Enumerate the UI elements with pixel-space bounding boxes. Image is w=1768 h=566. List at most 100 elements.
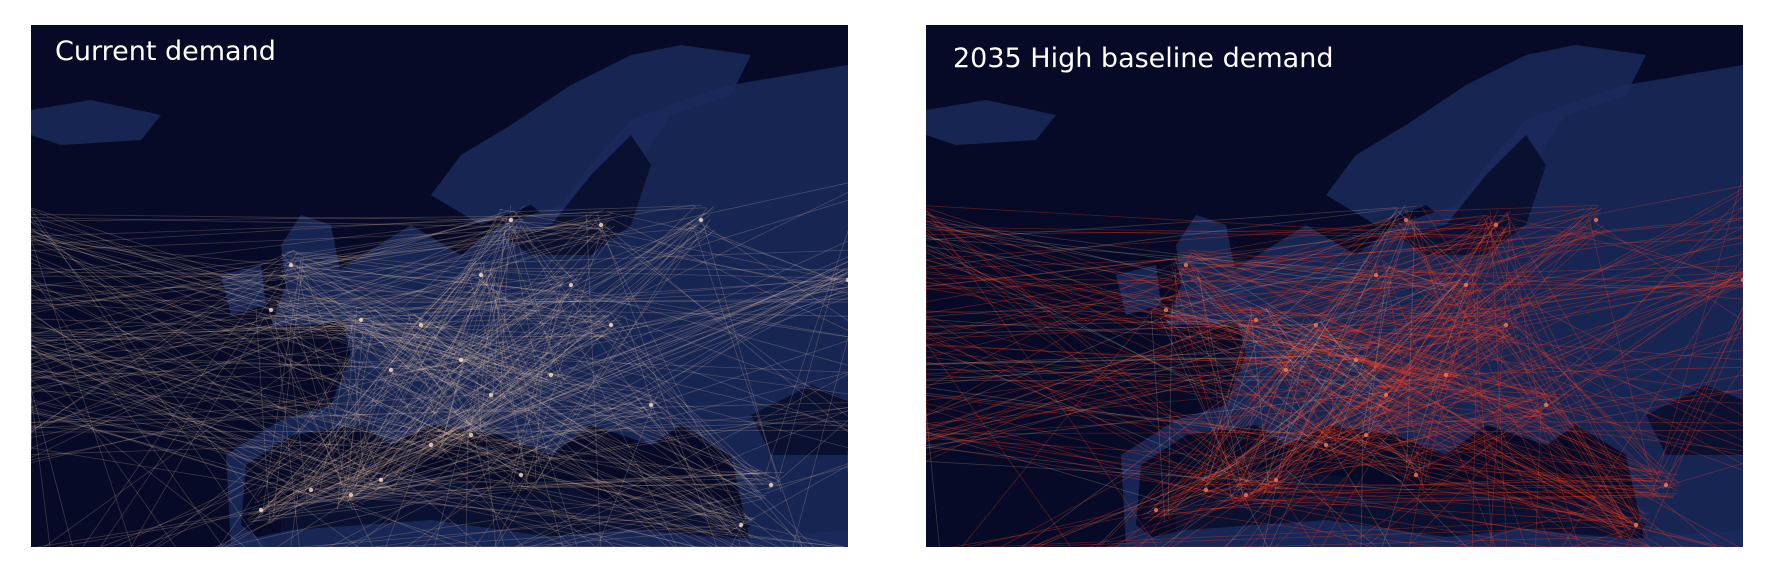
flight-route (533, 482, 770, 489)
flight-route (374, 317, 425, 321)
flight-route (1368, 421, 1650, 547)
flight-route (457, 353, 668, 547)
flight-route (316, 476, 778, 547)
airport-hub (1183, 262, 1189, 268)
flight-route (1342, 355, 1389, 402)
flight-route (1486, 239, 1580, 547)
flight-route (1232, 382, 1442, 490)
flight-route (428, 287, 474, 316)
flight-route (926, 247, 1430, 477)
flight-route (298, 406, 505, 502)
flight-route (31, 372, 370, 476)
flight-route (1315, 216, 1585, 458)
flight-route (284, 317, 308, 504)
flight-route (31, 273, 494, 380)
flight-route (31, 236, 608, 326)
flight-route (251, 489, 526, 522)
flight-route (1171, 264, 1234, 504)
flight-route (265, 218, 696, 516)
flight-route (272, 256, 304, 518)
flight-route (1388, 386, 1663, 547)
flight-route (276, 312, 459, 356)
flight-route (372, 334, 512, 466)
flight-route (432, 332, 475, 439)
flight-route (276, 301, 506, 409)
flight-route (1430, 219, 1582, 382)
flight-route (1216, 419, 1381, 477)
flight-route (355, 388, 543, 547)
flight-route (309, 484, 523, 502)
flight-route (1471, 271, 1493, 547)
flight-route (1375, 334, 1519, 409)
flight-route (31, 277, 848, 348)
flight-route (373, 270, 497, 472)
flight-route (470, 354, 731, 532)
flight-route (926, 319, 1259, 327)
flight-route (277, 486, 369, 547)
flight-route (1471, 294, 1479, 547)
flight-route (1562, 256, 1743, 547)
flight-route (423, 212, 518, 314)
flight-route (1316, 207, 1602, 439)
flight-route (1260, 307, 1392, 388)
flight-route (1325, 433, 1404, 483)
flight-route (374, 407, 655, 486)
flight-route (338, 282, 496, 504)
flight-route (1326, 298, 1477, 459)
flight-route (1181, 254, 1504, 333)
flight-route (1588, 216, 1656, 493)
airport-hub (568, 282, 574, 288)
flight-route (1173, 227, 1415, 265)
flight-route (1260, 397, 1390, 481)
flight-route (31, 213, 510, 221)
flight-route (403, 279, 848, 374)
flight-route (508, 277, 564, 487)
flight-route (763, 463, 848, 495)
flight-route (1456, 285, 1645, 516)
flight-route (350, 321, 366, 490)
flight-route (926, 279, 1461, 442)
flight-route (1150, 308, 1166, 524)
flight-route (337, 306, 358, 510)
flight-route (926, 207, 1597, 260)
flight-route (339, 410, 848, 495)
flight-route (1334, 407, 1540, 461)
flight-route (299, 260, 379, 472)
flight-route (340, 496, 729, 530)
flight-route (1201, 462, 1407, 478)
flight-route (926, 437, 1652, 482)
flight-route (498, 208, 848, 283)
flight-route (453, 222, 608, 372)
flight-route (1497, 225, 1511, 234)
flight-route (1214, 204, 1406, 477)
flight-route (926, 270, 1195, 337)
flight-route (31, 258, 279, 287)
flight-route (1188, 262, 1411, 466)
flight-route (699, 222, 848, 321)
flight-route (322, 282, 565, 476)
flight-route (1139, 335, 1304, 547)
flight-route (926, 356, 1743, 452)
flight-route (1375, 324, 1497, 409)
flight-route (926, 354, 1363, 365)
flight-route (31, 299, 848, 303)
flight-route (561, 373, 644, 410)
flight-route (31, 402, 848, 423)
flight-route (1288, 381, 1653, 484)
flight-route (926, 239, 1489, 438)
flight-route (1420, 204, 1638, 521)
flight-route (489, 270, 550, 377)
flight-route (364, 326, 729, 513)
airport-hub (1243, 492, 1249, 498)
flight-route (1317, 336, 1381, 425)
flight-route (265, 298, 741, 518)
flight-route (926, 387, 1337, 446)
flight-route (573, 296, 759, 475)
flight-route (1238, 483, 1650, 520)
flight-route (1253, 457, 1317, 499)
flight-route (373, 370, 463, 495)
flight-route (154, 270, 496, 547)
flight-route (926, 359, 1293, 449)
flight-route (271, 306, 666, 415)
